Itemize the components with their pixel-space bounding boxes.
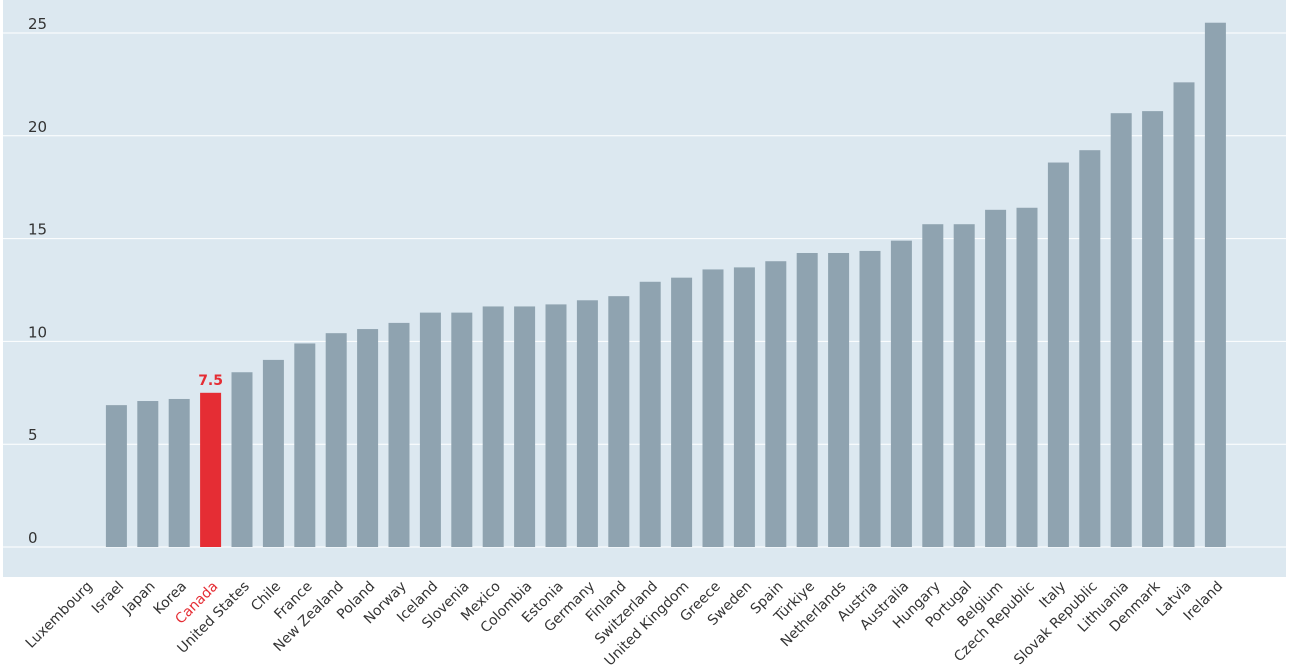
bar-united-states [231, 372, 253, 547]
bar-iceland [419, 312, 441, 547]
bar-mexico [482, 306, 504, 547]
bar-ireland [1204, 22, 1226, 548]
bar-france [294, 343, 316, 547]
bar-poland [357, 329, 379, 547]
bar-chile [262, 359, 284, 547]
y-axis-ticks: 0 5 10 15 20 25 [28, 15, 47, 547]
bar-spain [765, 261, 787, 547]
x-tick-label: Israel [89, 579, 127, 617]
bar-germany [576, 300, 598, 547]
bar-sweden [733, 267, 755, 547]
bar-slovenia [451, 312, 473, 547]
bar-australia [890, 240, 912, 547]
y-tick-label: 25 [28, 15, 47, 33]
bar-denmark [1142, 111, 1164, 548]
bar-finland [608, 296, 630, 547]
bar-japan [137, 401, 159, 547]
x-tick-label: Luxembourg [23, 579, 96, 652]
bar-portugal [953, 224, 975, 547]
data-label-highlight: 7.5 [198, 373, 223, 389]
y-tick-label: 10 [28, 323, 47, 341]
bar-czech-republic [1016, 207, 1038, 547]
bar-switzerland [639, 281, 661, 547]
bar-greece [702, 269, 724, 547]
bar-korea [168, 398, 190, 547]
bar-netherlands [828, 252, 850, 547]
data-labels: 7.5 [198, 373, 223, 389]
bar-canada [200, 392, 222, 547]
bar-hungary [922, 224, 944, 547]
bar-belgium [985, 209, 1007, 548]
bar-norway [388, 322, 410, 547]
bar-slovak-republic [1079, 150, 1101, 547]
y-tick-label: 0 [28, 529, 38, 547]
bar-lithuania [1110, 113, 1132, 548]
bar-israel [105, 405, 127, 547]
y-tick-label: 15 [28, 221, 47, 239]
bars [105, 22, 1226, 548]
bar-estonia [545, 304, 567, 547]
y-tick-label: 5 [28, 426, 38, 444]
bar-new-zealand [325, 333, 347, 547]
bar-colombia [514, 306, 536, 547]
bar-italy [1047, 162, 1069, 547]
bar-united-kingdom [671, 277, 693, 547]
bar-latvia [1173, 82, 1195, 548]
bar-austria [859, 250, 881, 547]
x-tick-label: Japan [119, 579, 159, 619]
bar-t-rkiye [796, 252, 818, 547]
y-tick-label: 20 [28, 118, 47, 136]
